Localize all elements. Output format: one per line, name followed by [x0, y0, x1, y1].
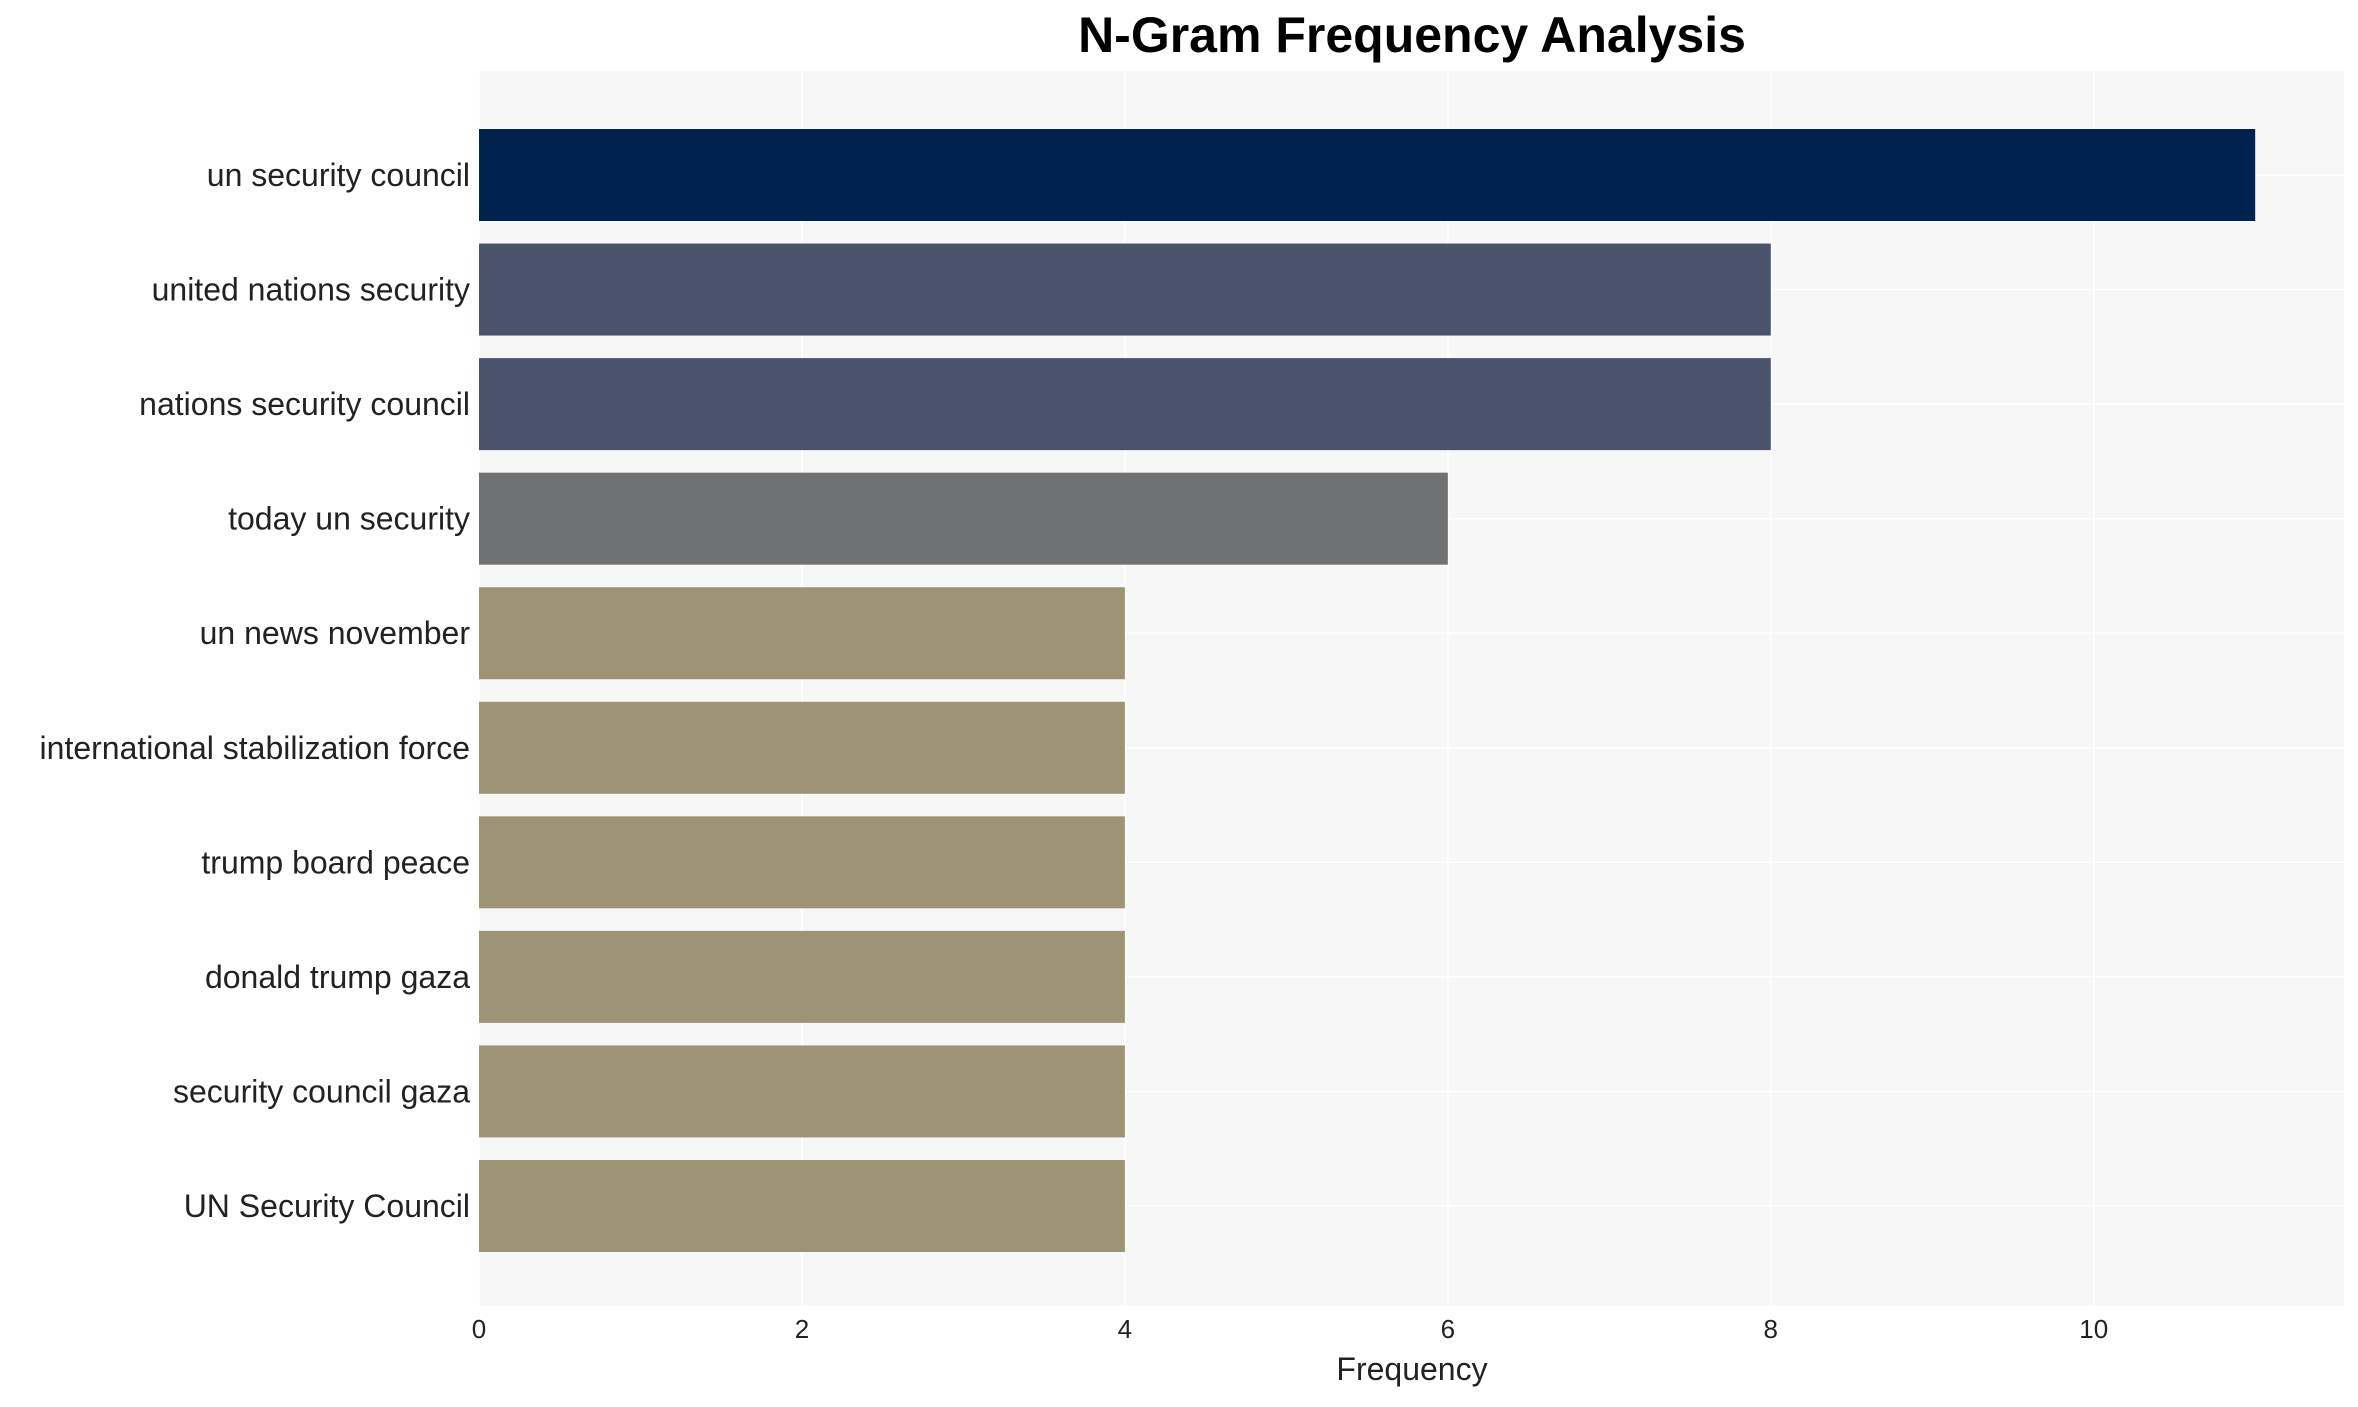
- y-tick-label: international stabilization force: [40, 730, 470, 766]
- y-tick-label: today un security: [228, 501, 470, 537]
- x-tick-label: 0: [472, 1314, 486, 1344]
- x-tick-label: 6: [1441, 1314, 1455, 1344]
- bar: [479, 358, 1771, 451]
- y-tick-label: security council gaza: [173, 1073, 470, 1109]
- y-tick-label: donald trump gaza: [205, 959, 470, 995]
- x-tick-label: 4: [1118, 1314, 1132, 1344]
- y-tick-label: UN Security Council: [184, 1188, 470, 1224]
- y-tick-label: nations security council: [139, 386, 470, 422]
- y-tick-labels: un security council united nations securi…: [40, 157, 471, 1224]
- y-tick-label: un news november: [200, 615, 471, 651]
- x-tick-label: 8: [1764, 1314, 1778, 1344]
- y-tick-label: un security council: [207, 157, 470, 193]
- bar: [479, 472, 1448, 565]
- bars: [479, 129, 2256, 1252]
- bar: [479, 701, 1125, 794]
- x-tick-labels: 0 2 4 6 8 10: [472, 1314, 2108, 1344]
- chart-title: N-Gram Frequency Analysis: [1078, 7, 1746, 63]
- bar: [479, 1160, 1125, 1252]
- y-tick-label: trump board peace: [201, 844, 470, 880]
- bar: [479, 930, 1125, 1023]
- bar: [479, 816, 1125, 909]
- bar: [479, 129, 2256, 221]
- bar: [479, 243, 1771, 336]
- x-tick-label: 2: [795, 1314, 809, 1344]
- bar: [479, 587, 1125, 680]
- x-axis-label: Frequency: [1336, 1351, 1487, 1387]
- y-tick-label: united nations security: [152, 272, 470, 308]
- bar: [479, 1045, 1125, 1138]
- x-tick-label: 10: [2079, 1314, 2108, 1344]
